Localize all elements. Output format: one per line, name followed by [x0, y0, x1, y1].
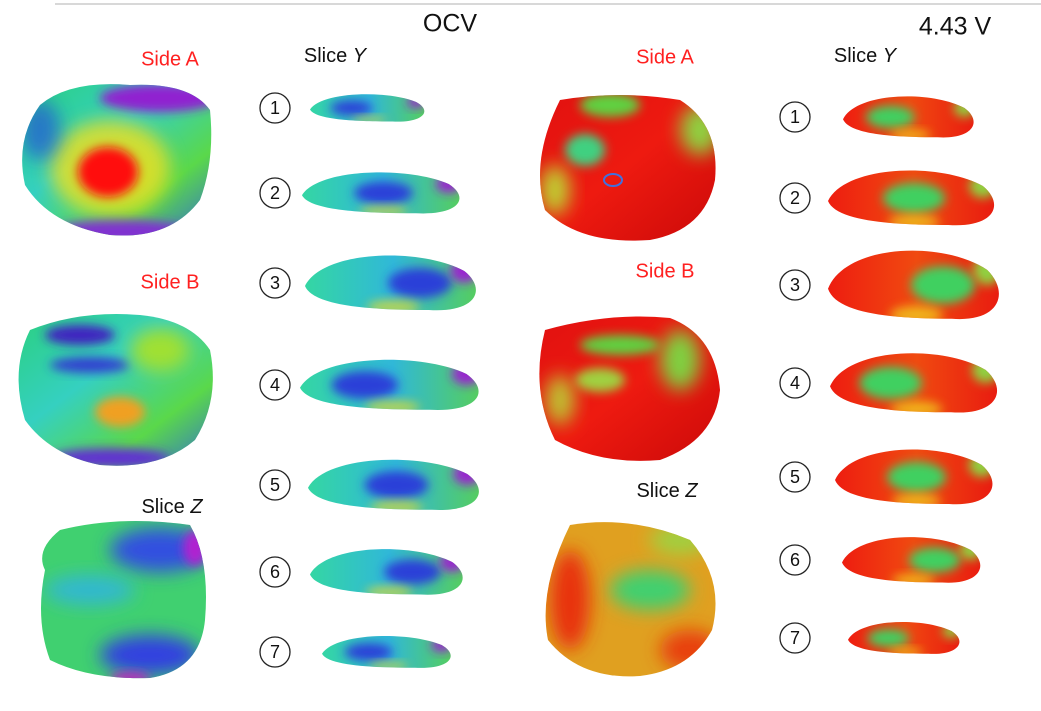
slice-z-label: Slice Z [141, 496, 203, 518]
slice-number-circle [259, 556, 291, 588]
slice-number: 2 [790, 188, 800, 208]
slice-number-circle [259, 636, 291, 668]
slice-render [842, 537, 981, 583]
slice-number: 6 [270, 562, 280, 582]
slice-number: 7 [790, 628, 800, 648]
label-axis: Z [684, 480, 698, 502]
slice-number: 1 [790, 107, 800, 127]
slice-number: 7 [270, 642, 280, 662]
slice-number-circle [259, 469, 291, 501]
side-label: Side B [636, 260, 695, 282]
slice-number-circle [779, 269, 811, 301]
particle-render [18, 314, 213, 466]
side-label: Side A [141, 48, 199, 70]
slice-render [310, 549, 463, 595]
slice-number-circle [779, 367, 811, 399]
slice-number: 6 [790, 550, 800, 570]
particle-render [22, 84, 212, 236]
label-axis: Y [353, 45, 368, 67]
slice-number: 5 [270, 475, 280, 495]
slice-render [848, 621, 960, 654]
slice-number-circle [259, 92, 291, 124]
slice-y-label: Slice Y [834, 45, 898, 67]
slice-number-circle [779, 101, 811, 133]
slice-y-label: Slice Y [304, 45, 368, 67]
label-prefix: Slice [304, 45, 353, 67]
side-label: Side A [636, 46, 694, 68]
label-prefix: Slice [141, 496, 190, 518]
slice-render [545, 522, 716, 677]
slice-render [828, 170, 995, 226]
slice-render [835, 449, 993, 505]
slice-stack: 1 2 3 4 5 6 7 1 2 3 4 5 6 7 [259, 92, 999, 668]
particle-render [539, 316, 720, 461]
slice-render [310, 94, 425, 122]
slice-number-circle [779, 622, 811, 654]
slice-number-circle [779, 182, 811, 214]
label-prefix: Slice [636, 480, 685, 502]
slice-number-circle [259, 177, 291, 209]
slice-render [41, 521, 206, 679]
slice-number: 5 [790, 467, 800, 487]
slice-number: 4 [270, 375, 280, 395]
slice-number: 1 [270, 98, 280, 118]
slice-number-circle [779, 544, 811, 576]
slice-number-circle [259, 369, 291, 401]
slice-render [322, 635, 451, 668]
slice-render [302, 172, 460, 214]
slice-render [305, 255, 476, 311]
slice-z-label: Slice Z [636, 480, 698, 502]
slice-number: 2 [270, 183, 280, 203]
slice-number: 3 [270, 273, 280, 293]
slice-render [308, 459, 479, 510]
slice-number: 4 [790, 373, 800, 393]
slice-number: 3 [790, 275, 800, 295]
slice-render [843, 96, 974, 138]
label-axis: Z [189, 496, 203, 518]
slice-number-circle [259, 267, 291, 299]
panel-title: 4.43 V [919, 13, 992, 41]
slice-number-circle [779, 461, 811, 493]
slice-render [300, 359, 479, 410]
panel-title: OCV [423, 10, 478, 38]
slice-render [828, 250, 999, 320]
label-prefix: Slice [834, 45, 883, 67]
particle-render [540, 95, 716, 241]
slice-render [830, 353, 998, 413]
side-label: Side B [141, 271, 200, 293]
label-axis: Y [883, 45, 898, 67]
